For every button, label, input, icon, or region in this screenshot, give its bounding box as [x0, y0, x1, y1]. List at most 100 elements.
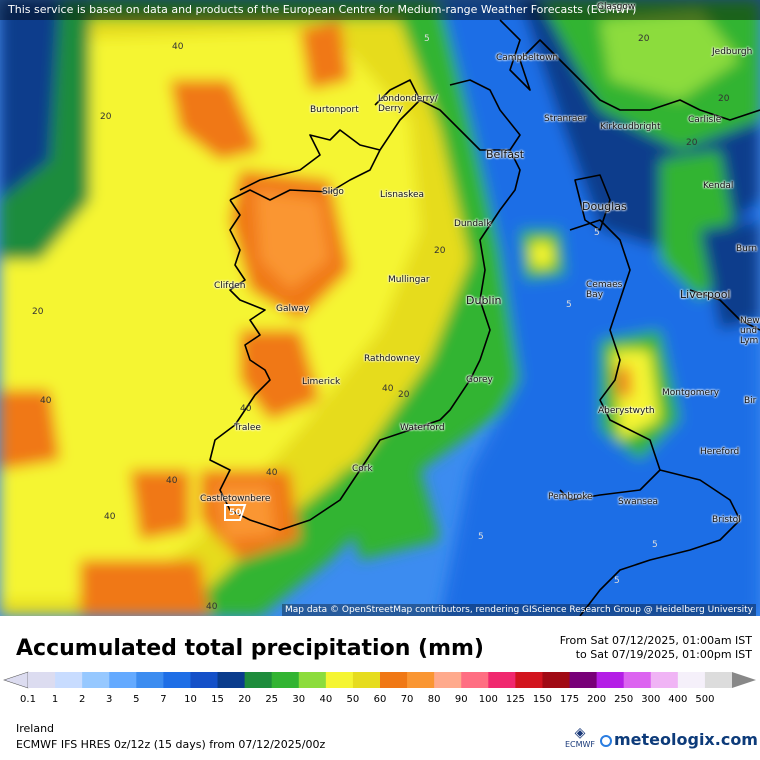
city-label[interactable]: Mullingar: [388, 275, 430, 285]
scale-tick-label: 400: [668, 694, 688, 705]
ecmwf-banner: This service is based on data and produc…: [0, 0, 760, 20]
city-label[interactable]: Gorey: [466, 375, 493, 385]
city-label[interactable]: Sligo: [322, 187, 344, 197]
forecast-period: From Sat 07/12/2025, 01:00am IST to Sat …: [560, 634, 752, 662]
scale-tick-label: 150: [532, 694, 552, 705]
scale-swatch: [650, 672, 679, 688]
contour-label: 20: [32, 307, 44, 317]
meteologix-icon: [600, 734, 612, 747]
scale-swatch: [623, 672, 652, 688]
scale-tick-label: 5: [133, 694, 140, 705]
city-label[interactable]: Cork: [352, 464, 373, 474]
contour-label: 5: [424, 34, 430, 44]
scale-tick-label: 300: [641, 694, 661, 705]
city-label[interactable]: Bir: [744, 396, 757, 406]
city-label[interactable]: Carlisle: [688, 115, 722, 125]
scale-swatch: [352, 672, 381, 688]
contour-label: 20: [638, 34, 650, 44]
scale-swatch: [677, 672, 706, 688]
contour-label: 5: [652, 540, 658, 550]
contour-label: 5: [478, 532, 484, 542]
precipitation-map[interactable]: This service is based on data and produc…: [0, 0, 760, 616]
city-label[interactable]: Pembroke: [548, 492, 593, 502]
city-label[interactable]: Tralee: [234, 423, 261, 433]
city-label[interactable]: Clifden: [214, 281, 246, 291]
scale-swatch: [461, 672, 489, 688]
city-label[interactable]: Jedburgh: [712, 47, 753, 57]
scale-tick-label: 25: [265, 694, 279, 705]
contour-label: 40: [266, 468, 278, 478]
scale-tick-label: 250: [614, 694, 634, 705]
scale-swatch: [298, 672, 327, 688]
scale-tick-label: 200: [587, 694, 607, 705]
contour-label: 20: [100, 112, 112, 122]
city-label[interactable]: Limerick: [302, 377, 341, 387]
city-label[interactable]: Cemaes Bay: [586, 280, 623, 300]
legend-title: Accumulated total precipitation (mm): [16, 636, 484, 661]
city-label[interactable]: Aberystwyth: [598, 406, 655, 416]
scale-swatch: [190, 672, 219, 688]
city-label[interactable]: Belfast: [486, 148, 525, 161]
city-label[interactable]: Lisnaskea: [380, 190, 425, 200]
contour-label: 40: [172, 42, 184, 52]
city-label[interactable]: Liverpool: [680, 288, 731, 301]
city-label[interactable]: Kirkcudbright: [600, 122, 661, 132]
scale-swatch: [109, 672, 137, 688]
scale-tick-label: 500: [695, 694, 715, 705]
city-label[interactable]: Dundalk: [454, 219, 492, 229]
contour-label: 20: [718, 94, 730, 104]
city-label[interactable]: Swansea: [618, 497, 659, 507]
city-label[interactable]: Campbeltown: [496, 53, 559, 63]
meteologix-logo[interactable]: meteologix.com: [600, 730, 758, 749]
city-label[interactable]: Burn: [736, 244, 758, 254]
city-label[interactable]: Kendal: [703, 181, 734, 191]
scale-swatch: [569, 672, 598, 688]
period-to: to Sat 07/19/2025, 01:00pm IST: [575, 648, 752, 661]
scale-swatch: [515, 672, 543, 688]
city-label[interactable]: Londonderry/ Derry: [378, 94, 438, 114]
contour-label: 40: [166, 476, 178, 486]
scale-tick-label: 30: [292, 694, 306, 705]
period-from: From Sat 07/12/2025, 01:00am IST: [559, 634, 752, 647]
scale-swatch: [136, 672, 164, 688]
city-label[interactable]: Stranraer: [544, 114, 587, 124]
scale-swatch: [434, 672, 462, 688]
scale-tick-label: 40: [319, 694, 333, 705]
scale-tick-label: 2: [78, 694, 86, 705]
city-label[interactable]: Galway: [276, 304, 310, 314]
city-label[interactable]: Douglas: [582, 200, 627, 213]
scale-swatch: [325, 672, 354, 688]
city-label[interactable]: Rathdowney: [364, 354, 420, 364]
city-label[interactable]: Waterford: [400, 423, 445, 433]
city-label[interactable]: Dublin: [466, 294, 502, 307]
contour-label: 5: [614, 576, 620, 586]
scale-tick-label: 10: [184, 694, 197, 705]
map-attribution: Map data © OpenStreetMap contributors, r…: [282, 604, 756, 616]
contour-label: 40: [40, 396, 52, 406]
scale-swatch: [271, 672, 300, 688]
city-label[interactable]: Newca und Lym: [740, 316, 760, 346]
scale-tick-label: 20: [238, 694, 251, 705]
city-label[interactable]: Castletownbere: [200, 494, 271, 504]
city-label[interactable]: Bristol: [712, 515, 741, 525]
scale-swatch: [596, 672, 625, 688]
contour-label: 5: [566, 300, 572, 310]
city-label[interactable]: Glasgow: [597, 2, 636, 12]
city-label[interactable]: Hereford: [700, 447, 740, 457]
model-info: ECMWF IFS HRES 0z/12z (15 days) from 07/…: [16, 738, 326, 751]
scale-swatch: [380, 672, 408, 688]
color-scale: [3, 671, 756, 689]
ecmwf-icon: ◈: [574, 725, 586, 741]
scale-arrow-high: [732, 672, 756, 688]
scale-tick-label: 80: [427, 694, 441, 705]
contour-label: 20: [434, 246, 446, 256]
scale-tick-label: 50: [346, 694, 360, 705]
scale-swatch: [704, 672, 733, 688]
region-label: Ireland: [16, 722, 55, 735]
contour-label: 40: [240, 404, 252, 414]
contour-label: 20: [686, 138, 698, 148]
city-label[interactable]: Montgomery: [662, 388, 720, 398]
city-label[interactable]: Burtonport: [310, 105, 359, 115]
scale-swatch: [542, 672, 571, 688]
scale-swatch: [407, 672, 435, 688]
